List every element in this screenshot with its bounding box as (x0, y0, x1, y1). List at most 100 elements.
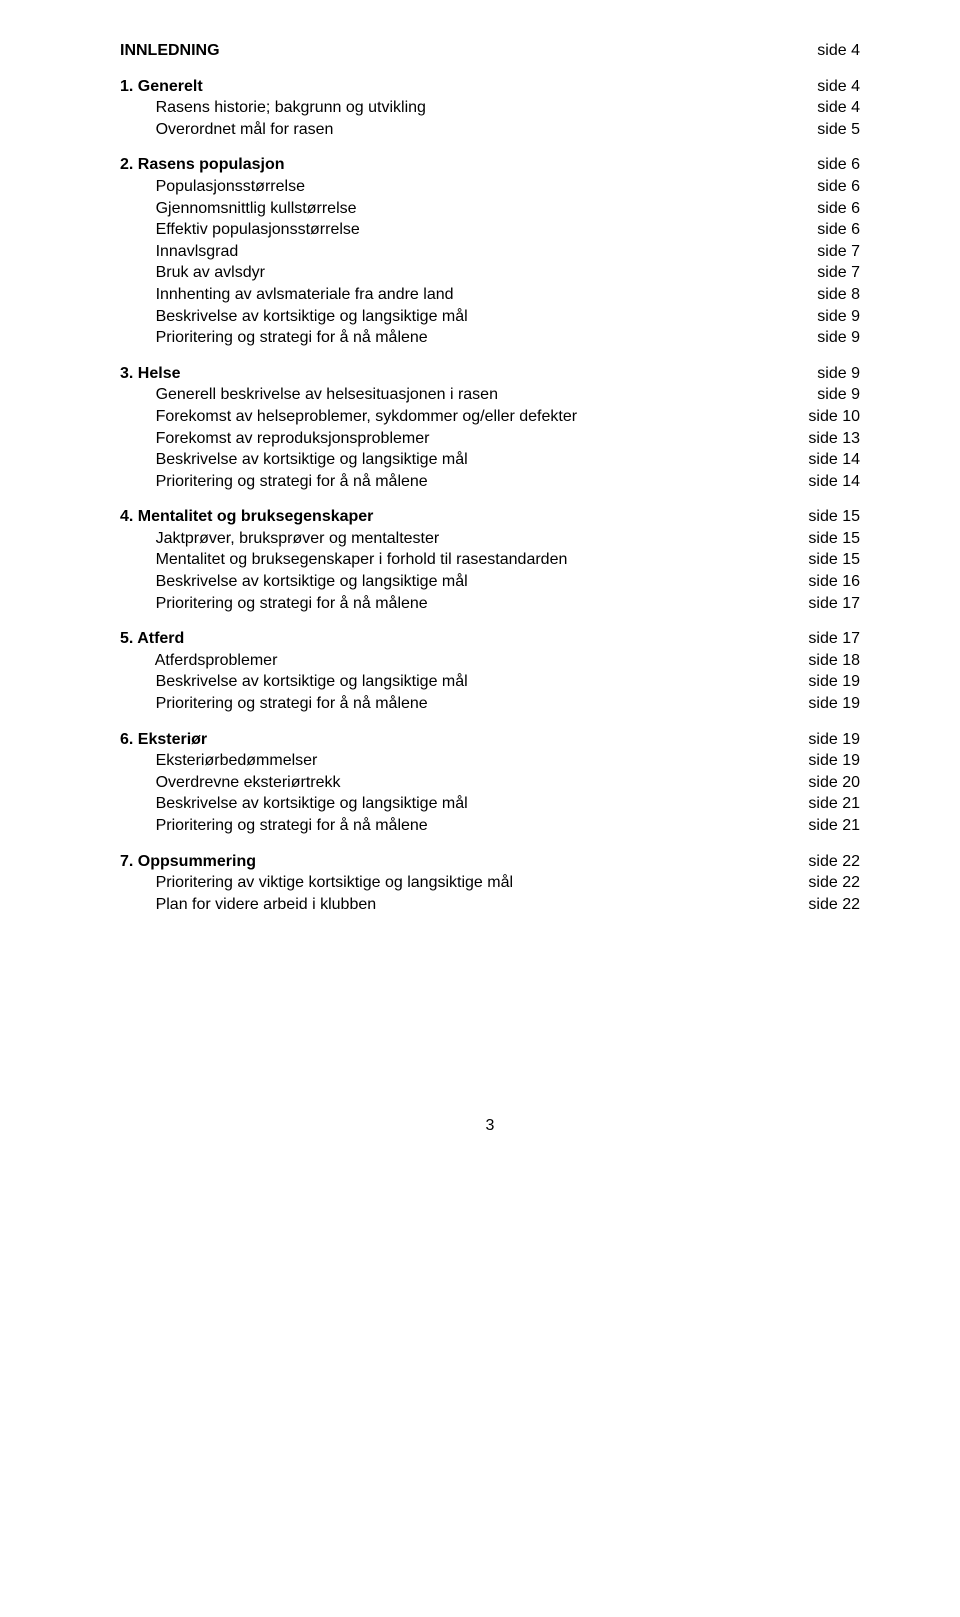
table-of-contents: INNLEDNINGside 41. Genereltside 4Rasens … (120, 40, 860, 915)
toc-item-page: side 8 (797, 284, 860, 306)
toc-item: Generell beskrivelse av helsesituasjonen… (120, 384, 860, 406)
toc-item: Prioritering og strategi for å nå målene… (120, 693, 860, 715)
toc-item: Effektiv populasjonsstørrelse side 6 (120, 219, 860, 241)
toc-item-page: side 19 (788, 693, 860, 715)
toc-item-page: side 5 (797, 119, 860, 141)
toc-item-label: Effektiv populasjonsstørrelse (120, 219, 360, 241)
toc-section-label: 5. Atferd (120, 628, 184, 650)
toc-item-label: Prioritering av viktige kortsiktige og l… (120, 872, 513, 894)
toc-section-label: 7. Oppsummering (120, 851, 256, 873)
toc-section-page: side 4 (797, 76, 860, 98)
toc-item: Innavlsgrad side 7 (120, 241, 860, 263)
toc-section-label: INNLEDNING (120, 40, 220, 62)
toc-item-page: side 10 (788, 406, 860, 428)
toc-item-label: Innavlsgrad (120, 241, 238, 263)
toc-item-page: side 19 (788, 750, 860, 772)
toc-item: Eksteriørbedømmelserside 19 (120, 750, 860, 772)
toc-section-head: 4. Mentalitet og bruksegenskaper side 15 (120, 506, 860, 528)
toc-item: Forekomst av reproduksjonsproblemer side … (120, 428, 860, 450)
toc-item-page: side 7 (797, 262, 860, 284)
toc-item-page: side 6 (797, 198, 860, 220)
toc-section-page: side 6 (797, 154, 860, 176)
toc-item: Prioritering av viktige kortsiktige og l… (120, 872, 860, 894)
toc-section-head: 5. Atferd side 17 (120, 628, 860, 650)
toc-section-head: INNLEDNINGside 4 (120, 40, 860, 62)
toc-section-page: side 15 (788, 506, 860, 528)
toc-item-label: Overordnet mål for rasen (120, 119, 333, 141)
toc-item-label: Plan for videre arbeid i klubben (120, 894, 376, 916)
toc-item: Jaktprøver, bruksprøver og mentaltester s… (120, 528, 860, 550)
toc-section-head: 7. Oppsummering side 22 (120, 851, 860, 873)
toc-item-label: Prioritering og strategi for å nå målene (120, 327, 428, 349)
toc-item-label: Gjennomsnittlig kullstørrelse (120, 198, 357, 220)
toc-section-label: 1. Generelt (120, 76, 203, 98)
toc-item: Plan for videre arbeid i klubbenside 22 (120, 894, 860, 916)
toc-item-label: Atferdsproblemer (120, 650, 277, 672)
toc-item: Beskrivelse av kortsiktige og langsiktig… (120, 671, 860, 693)
toc-item: Bruk av avlsdyr side 7 (120, 262, 860, 284)
toc-item: Atferdsproblemer side 18 (120, 650, 860, 672)
toc-item-label: Jaktprøver, bruksprøver og mentaltester (120, 528, 439, 550)
toc-item: Overdrevne eksteriørtrekk side 20 (120, 772, 860, 794)
toc-item-page: side 14 (788, 471, 860, 493)
toc-item-page: side 13 (788, 428, 860, 450)
toc-section-page: side 22 (788, 851, 860, 873)
toc-item-label: Prioritering og strategi for å nå målene (120, 693, 428, 715)
toc-item-label: Mentalitet og bruksegenskaper i forhold … (120, 549, 567, 571)
toc-item-page: side 21 (788, 815, 860, 837)
toc-section-label: 6. Eksteriør (120, 729, 207, 751)
toc-item-label: Prioritering og strategi for å nå målene (120, 815, 428, 837)
toc-item: Beskrivelse av kortsiktige og langsiktig… (120, 306, 860, 328)
toc-section-label: 3. Helse (120, 363, 180, 385)
toc-section-page: side 19 (788, 729, 860, 751)
toc-item: Gjennomsnittlig kullstørrelse side 6 (120, 198, 860, 220)
toc-item-page: side 9 (797, 306, 860, 328)
toc-item-page: side 20 (788, 772, 860, 794)
toc-item-page: side 16 (788, 571, 860, 593)
toc-item-page: side 9 (797, 327, 860, 349)
toc-item-page: side 22 (788, 872, 860, 894)
toc-item: Mentalitet og bruksegenskaper i forhold … (120, 549, 860, 571)
toc-item-label: Forekomst av helseproblemer, sykdommer o… (120, 406, 577, 428)
toc-item-page: side 18 (788, 650, 860, 672)
toc-item-label: Beskrivelse av kortsiktige og langsiktig… (120, 793, 468, 815)
toc-section-head: 6. Eksteriør side 19 (120, 729, 860, 751)
toc-section-head: 3. Helseside 9 (120, 363, 860, 385)
toc-item-page: side 14 (788, 449, 860, 471)
toc-item-label: Generell beskrivelse av helsesituasjonen… (120, 384, 498, 406)
toc-item: Rasens historie; bakgrunn og utvikling si… (120, 97, 860, 119)
toc-item-page: side 21 (788, 793, 860, 815)
toc-section-page: side 17 (788, 628, 860, 650)
toc-item-page: side 15 (788, 549, 860, 571)
toc-item-label: Overdrevne eksteriørtrekk (120, 772, 341, 794)
toc-item-page: side 9 (797, 384, 860, 406)
toc-item: Prioritering og strategi for å nå målene… (120, 471, 860, 493)
toc-item: Beskrivelse av kortsiktige og langsiktig… (120, 449, 860, 471)
toc-item-page: side 19 (788, 671, 860, 693)
toc-item-label: Beskrivelse av kortsiktige og langsiktig… (120, 671, 468, 693)
toc-item-label: Beskrivelse av kortsiktige og langsiktig… (120, 571, 468, 593)
toc-item-label: Forekomst av reproduksjonsproblemer (120, 428, 429, 450)
toc-item-label: Prioritering og strategi for å nå målene (120, 471, 428, 493)
toc-item-label: Beskrivelse av kortsiktige og langsiktig… (120, 449, 468, 471)
toc-item: Innhenting av avlsmateriale fra andre la… (120, 284, 860, 306)
toc-item-label: Beskrivelse av kortsiktige og langsiktig… (120, 306, 468, 328)
toc-item-label: Innhenting av avlsmateriale fra andre la… (120, 284, 454, 306)
toc-item-page: side 4 (797, 97, 860, 119)
toc-section-label: 4. Mentalitet og bruksegenskaper (120, 506, 373, 528)
toc-item-label: Bruk av avlsdyr (120, 262, 265, 284)
toc-item: Populasjonsstørrelse side 6 (120, 176, 860, 198)
toc-item-page: side 6 (797, 219, 860, 241)
toc-item-page: side 6 (797, 176, 860, 198)
toc-item-page: side 15 (788, 528, 860, 550)
toc-section-head: 2. Rasens populasjonside 6 (120, 154, 860, 176)
toc-item-label: Populasjonsstørrelse (120, 176, 305, 198)
toc-item: Beskrivelse av kortsiktige og langsiktig… (120, 571, 860, 593)
toc-section-head: 1. Generelt side 4 (120, 76, 860, 98)
toc-item-page: side 7 (797, 241, 860, 263)
toc-item: Beskrivelse av kortsiktige og langsiktig… (120, 793, 860, 815)
page-number: 3 (120, 1115, 860, 1137)
toc-item: Overordnet mål for rasen side 5 (120, 119, 860, 141)
toc-item-label: Rasens historie; bakgrunn og utvikling (120, 97, 426, 119)
toc-item-page: side 17 (788, 593, 860, 615)
